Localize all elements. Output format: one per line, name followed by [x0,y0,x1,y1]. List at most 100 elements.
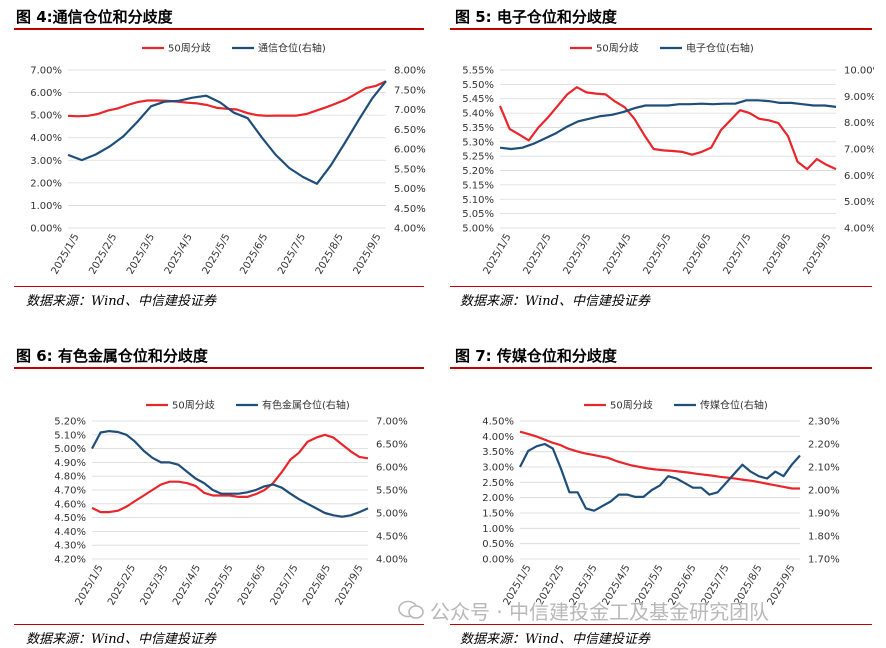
y-left-tick-label: 0.00% [482,555,514,566]
y-left-tick-label: 4.80% [54,472,86,483]
title-rule [14,28,424,30]
source-rule [450,286,872,287]
source-note: 数据来源：Wind、中信建投证券 [460,632,650,647]
legend-label: 有色金属仓位(右轴) [262,399,350,412]
y-left-tick-label: 5.05% [462,209,494,220]
legend-label: 传媒仓位(右轴) [700,399,768,412]
y-left-tick-label: 4.00% [30,133,62,144]
chart-title: 图 5: 电子仓位和分歧度 [455,8,617,26]
y-right-tick-label: 8.00% [394,66,426,77]
series-line [91,433,369,514]
series-line [91,429,369,518]
x-tick-label: 2025/1/5 [74,563,106,607]
series-line [519,442,801,512]
chart-title: 图 6: 有色金属仓位和分歧度 [16,347,208,365]
title-rule [450,28,872,30]
y-right-tick-label: 1.70% [808,555,840,566]
y-right-tick-label: 2.20% [808,440,840,451]
y-left-tick-label: 5.40% [462,109,494,120]
y-left-tick-label: 4.70% [54,486,86,497]
x-tick-label: 2025/8/5 [301,563,333,607]
x-tick-label: 2025/5/5 [201,232,233,276]
x-tick-label: 2025/6/5 [682,232,714,276]
x-tick-label: 2025/7/5 [722,232,754,276]
y-right-tick-label: 6.00% [376,463,408,474]
y-left-tick-label: 6.00% [30,88,62,99]
chart-electronics: 5.00% 5.05% 5.10% 5.15% 5.20% 5.25% 5.30% 5.35%… [462,42,874,277]
legend-label: 50周分歧 [168,42,211,55]
y-left-tick-label: 5.25% [462,152,494,163]
y-right-tick-label: 4.50% [394,204,426,215]
x-tick-label: 2025/5/5 [204,563,236,607]
y-right-tick-label: 2.10% [808,463,840,474]
y-right-tick-label: 2.30% [808,417,840,428]
series-line [498,86,837,171]
chart-nonferrous: 4.20% 4.30% 4.40% 4.50% 4.60% 4.70% 4.80% 4.90%… [54,399,408,608]
y-left-tick-label: 3.00% [30,156,62,167]
y-right-tick-label: 5.50% [394,164,426,175]
y-left-tick-label: 5.55% [462,66,494,77]
chart-title: 图 7: 传媒仓位和分歧度 [455,347,617,365]
x-tick-label: 2025/2/5 [522,232,554,276]
y-right-tick-label: 10.00% [844,66,874,77]
y-right-tick-label: 7.00% [376,417,408,428]
chart-media: 0.00% 0.50% 1.00% 1.50% 2.00% 2.50% 3.00% 3.50%… [482,399,840,608]
y-left-tick-label: 0.00% [30,224,62,235]
y-left-tick-label: 2.00% [482,493,514,504]
y-right-tick-label: 4.00% [394,224,426,235]
y-left-tick-label: 5.45% [462,94,494,105]
y-right-tick-label: 5.50% [376,486,408,497]
x-tick-label: 2025/1/5 [50,232,82,276]
source-rule [14,624,424,625]
y-right-tick-label: 7.00% [844,145,874,156]
x-tick-label: 2025/2/5 [106,563,138,607]
y-right-tick-label: 6.00% [394,145,426,156]
series-line [67,80,387,118]
x-tick-label: 2025/6/5 [238,232,270,276]
y-left-tick-label: 5.20% [54,417,86,428]
source-rule [14,286,424,287]
y-left-tick-label: 5.30% [462,137,494,148]
x-tick-label: 2025/5/5 [642,232,674,276]
y-left-tick-label: 4.50% [54,513,86,524]
y-left-tick-label: 5.10% [54,430,86,441]
x-tick-label: 2025/3/5 [562,232,594,276]
y-left-tick-label: 0.50% [482,539,514,550]
y-right-tick-label: 8.00% [844,118,874,129]
y-left-tick-label: 3.50% [482,447,514,458]
y-left-tick-label: 7.00% [30,66,62,77]
y-right-tick-label: 6.50% [376,440,408,451]
y-right-tick-label: 7.00% [394,105,426,116]
y-left-tick-label: 5.35% [462,123,494,134]
x-tick-label: 2025/4/5 [163,232,195,276]
y-right-tick-label: 5.00% [394,184,426,195]
y-right-tick-label: 7.50% [394,85,426,96]
y-left-tick-label: 2.50% [482,478,514,489]
x-tick-label: 2025/6/5 [236,563,268,607]
y-left-tick-label: 4.20% [54,555,86,566]
x-tick-label: 2025/3/5 [125,232,157,276]
chart-title: 图 4:通信仓位和分歧度 [16,8,173,26]
series-line [499,99,837,151]
y-right-tick-label: 4.00% [376,555,408,566]
y-left-tick-label: 5.10% [462,195,494,206]
title-rule [450,367,872,369]
y-left-tick-label: 4.40% [54,527,86,538]
x-tick-label: 2025/7/5 [269,563,301,607]
x-tick-label: 2025/8/5 [314,232,346,276]
y-left-tick-label: 4.50% [482,417,514,428]
y-right-tick-label: 1.90% [808,509,840,520]
watermark-text: 公众号 · 中信建投金工及基金研究团队 [430,600,770,624]
x-tick-label: 2025/1/5 [482,232,514,276]
title-rule [14,367,424,369]
y-left-tick-label: 4.30% [54,541,86,552]
wechat-icon [398,600,424,619]
source-note: 数据来源：Wind、中信建投证券 [26,632,216,647]
legend-label: 50周分歧 [596,42,639,55]
x-tick-label: 2025/3/5 [139,563,171,607]
y-right-tick-label: 4.00% [844,224,874,235]
source-note: 数据来源：Wind、中信建投证券 [26,294,216,309]
x-tick-label: 2025/8/5 [762,232,794,276]
legend-label: 电子仓位(右轴) [686,42,754,55]
source-note: 数据来源：Wind、中信建投证券 [460,294,650,309]
